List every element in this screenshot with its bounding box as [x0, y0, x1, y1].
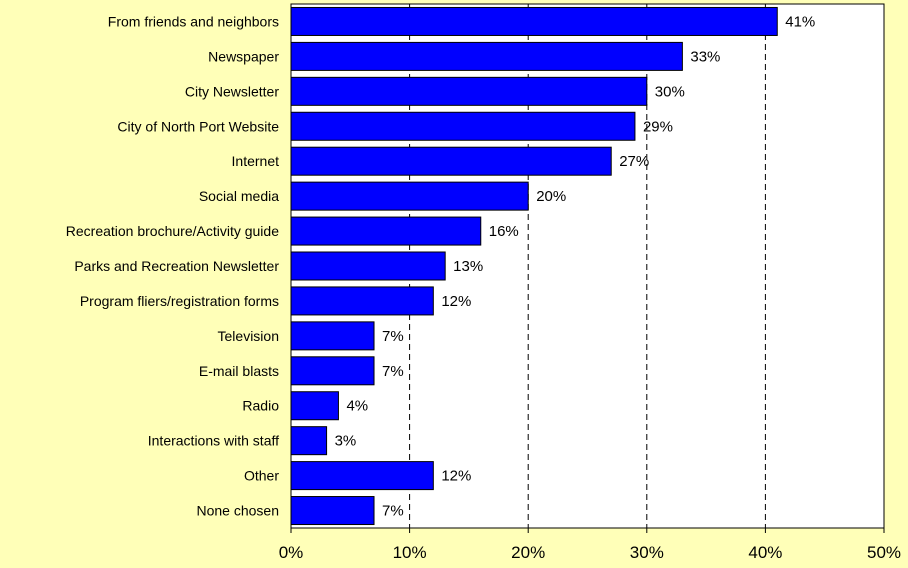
value-label: 29%	[643, 118, 673, 135]
value-labels: 41% 33% 30% 29% 27% 20% 16% 13% 12% 7% 7% 4% 3% 12% 7%	[335, 13, 816, 519]
value-label: 30%	[655, 83, 685, 100]
value-label: 16%	[489, 223, 519, 240]
x-tick-label: 40%	[748, 543, 782, 562]
category-label: City Newsletter	[185, 83, 279, 99]
value-label: 13%	[453, 258, 483, 275]
bar	[290, 181, 529, 211]
bar	[290, 111, 636, 141]
bar	[290, 216, 482, 246]
value-label: 7%	[382, 503, 404, 520]
category-label: E-mail blasts	[199, 363, 279, 379]
bar	[290, 461, 434, 491]
value-label: 4%	[346, 398, 368, 415]
category-label: City of North Port Website	[117, 118, 279, 134]
x-tick-label: 30%	[630, 543, 664, 562]
x-tick-label: 50%	[867, 543, 901, 562]
value-label: 3%	[335, 433, 357, 450]
value-label: 7%	[382, 363, 404, 380]
bar	[290, 41, 683, 71]
category-label: Parks and Recreation Newsletter	[74, 258, 279, 274]
x-tick-label: 20%	[511, 543, 545, 562]
bar	[290, 76, 648, 106]
category-label: Radio	[242, 398, 279, 414]
value-label: 41%	[785, 13, 815, 30]
category-label: Social media	[199, 188, 279, 204]
category-label: Television	[218, 328, 279, 344]
bar	[290, 251, 446, 281]
bars	[290, 6, 778, 526]
category-label: From friends and neighbors	[108, 13, 279, 29]
x-axis-ticks: 0% 10% 20% 30% 40% 50%	[279, 528, 901, 562]
x-tick-label: 10%	[393, 543, 427, 562]
x-tick-label: 0%	[279, 543, 304, 562]
value-label: 12%	[441, 468, 471, 485]
category-label: Newspaper	[208, 48, 279, 64]
category-label: Program fliers/registration forms	[80, 293, 279, 309]
bar	[290, 321, 375, 351]
value-label: 27%	[619, 153, 649, 170]
category-label: Interactions with staff	[148, 433, 279, 449]
bar	[290, 426, 328, 456]
value-label: 7%	[382, 328, 404, 345]
bar	[290, 6, 778, 36]
category-label: Internet	[232, 153, 280, 169]
value-label: 33%	[690, 48, 720, 65]
bar	[290, 146, 612, 176]
category-label: Recreation brochure/Activity guide	[66, 223, 279, 239]
bar	[290, 391, 339, 421]
category-label: None chosen	[196, 503, 279, 519]
bar	[290, 496, 375, 526]
category-label: Other	[244, 468, 279, 484]
value-label: 12%	[441, 293, 471, 310]
bar	[290, 286, 434, 316]
category-labels: From friends and neighbors Newspaper City …	[66, 13, 280, 518]
value-label: 20%	[536, 188, 566, 205]
bar	[290, 356, 375, 386]
